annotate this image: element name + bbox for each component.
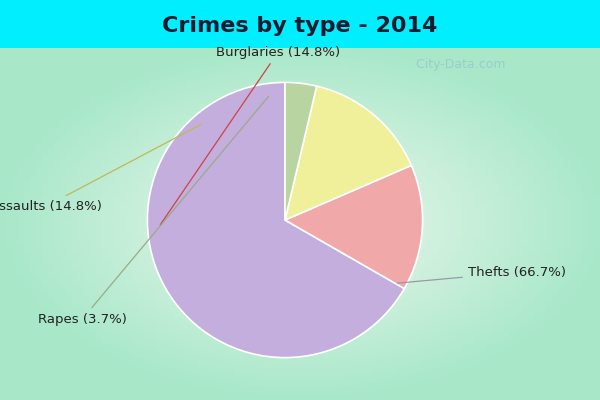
Text: Assaults (14.8%): Assaults (14.8%) — [0, 124, 201, 213]
Wedge shape — [148, 82, 404, 358]
Text: Rapes (3.7%): Rapes (3.7%) — [38, 96, 269, 326]
Wedge shape — [285, 86, 411, 220]
Text: Burglaries (14.8%): Burglaries (14.8%) — [160, 46, 340, 225]
Wedge shape — [285, 165, 422, 288]
Text: Crimes by type - 2014: Crimes by type - 2014 — [163, 16, 437, 36]
Text: Thefts (66.7%): Thefts (66.7%) — [397, 266, 566, 283]
Text: City-Data.com: City-Data.com — [407, 58, 505, 71]
Wedge shape — [285, 82, 317, 220]
